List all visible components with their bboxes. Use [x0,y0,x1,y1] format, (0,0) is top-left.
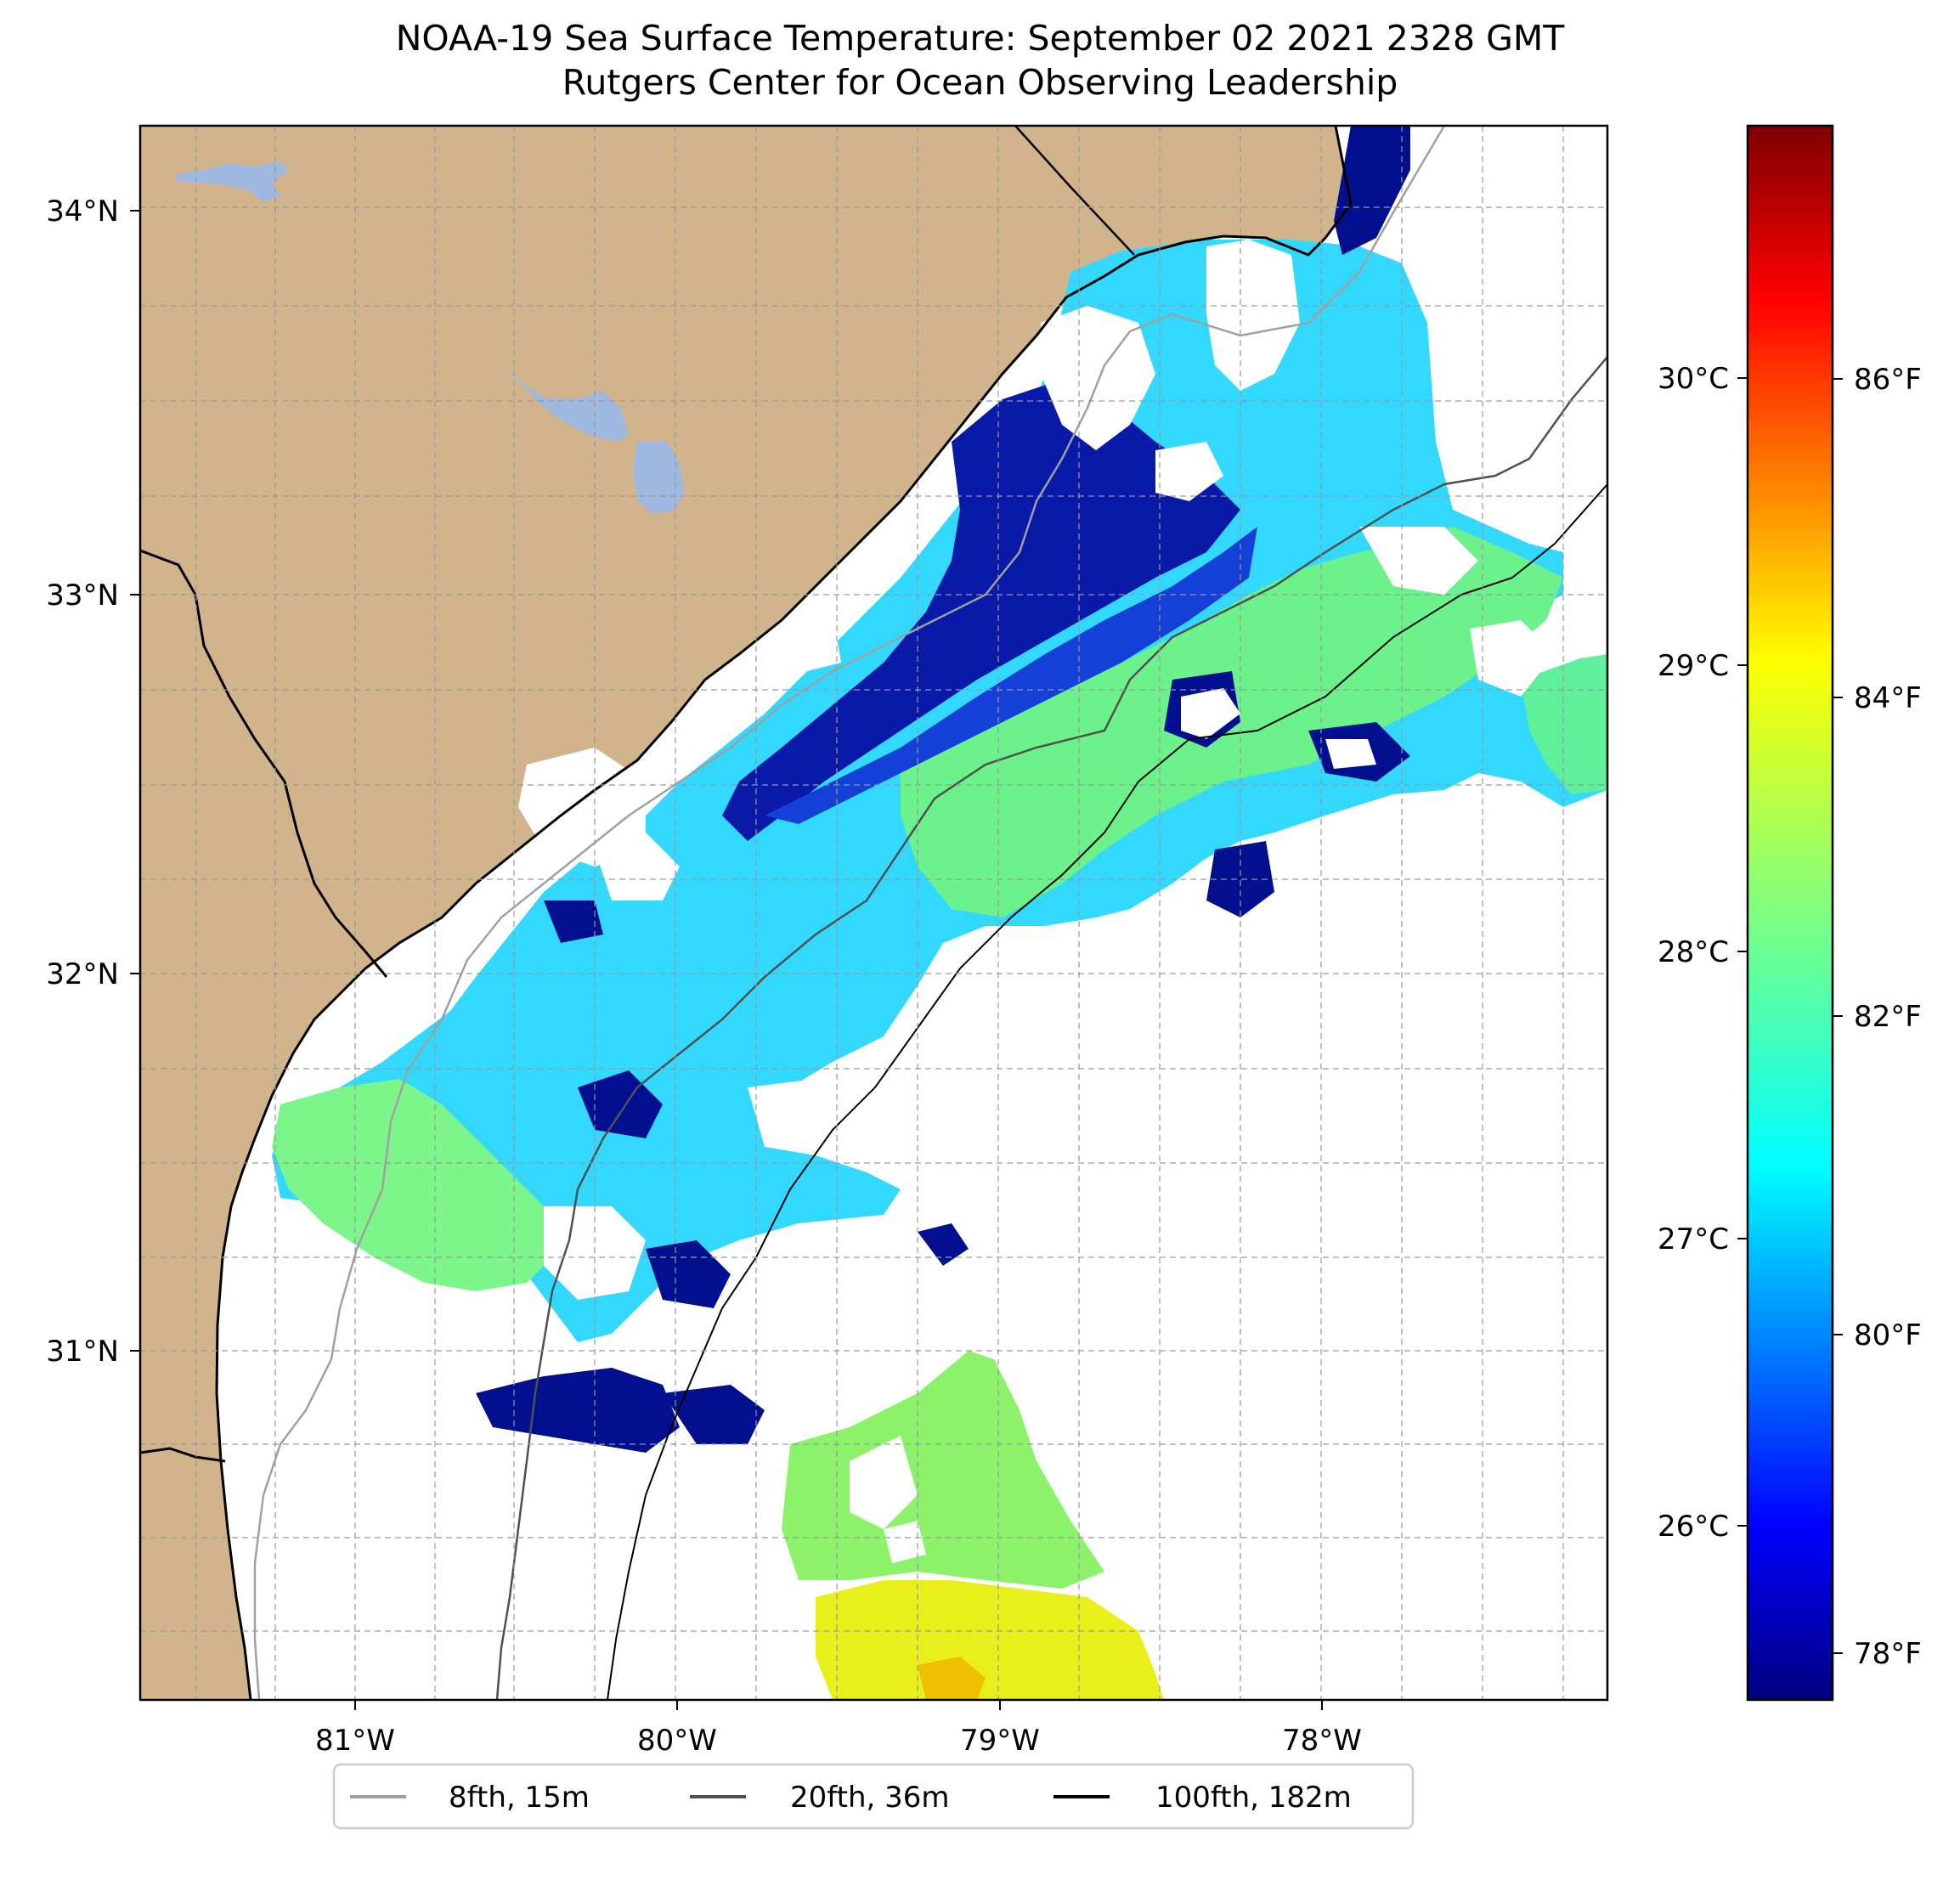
sst-south-hot [918,1657,986,1700]
state-boundaries [140,126,1135,1463]
cloud-gaps [518,240,1555,1563]
colorbar: 30°C 29°C 28°C 27°C 26°C 86°F 84°F 82°F … [1658,124,1922,1702]
lake-moultrie-upper [503,365,629,442]
lon-axis: 81°W 80°W 79°W 78°W [315,1700,1362,1758]
isobath-100fth [607,483,1607,1700]
lat-label: 33°N [46,579,119,613]
sst-north-strip [1334,126,1410,255]
legend-label: 100fth, 182m [1155,1781,1352,1815]
lake-marion [174,161,289,202]
lat-label: 31°N [46,1335,119,1369]
colorbar-fahrenheit-label: 82°F [1854,1000,1922,1034]
legend-label: 20fth, 36m [790,1781,950,1815]
colorbar-fahrenheit-label: 86°F [1854,363,1922,397]
lon-label: 78°W [1282,1724,1362,1758]
chart-subtitle: Rutgers Center for Ocean Observing Leade… [562,62,1398,103]
lat-axis: 34°N 33°N 32°N 31°N [46,195,140,1369]
colorbar-celsius-label: 28°C [1658,935,1729,969]
sst-cold-core-2 [765,527,1257,824]
sst-green-east [1521,654,1607,794]
colorbar-fahrenheit-label: 78°F [1854,1637,1922,1671]
isobath-8fth [253,126,1446,1700]
map-frame [138,124,1609,1702]
isobath-20fth [495,356,1607,1700]
sst-cold-core [722,382,1240,841]
colorbar-celsius-label: 27°C [1658,1222,1729,1256]
legend-label: 8fth, 15m [449,1781,590,1815]
gridlines [140,126,1607,1700]
lon-label: 79°W [960,1724,1040,1758]
colorbar-celsius-label: 26°C [1658,1510,1729,1544]
colorbar-fahrenheit-label: 84°F [1854,681,1922,715]
chart-title: NOAA-19 Sea Surface Temperature: Septemb… [395,18,1565,59]
map-area [140,126,1607,1700]
sst-sw-patch [272,1079,561,1291]
lat-label: 34°N [46,195,119,229]
colorbar-fahrenheit-label: 80°F [1854,1318,1922,1352]
sst-data [272,126,1607,1700]
lat-label: 32°N [46,957,119,991]
sst-south-green [782,1351,1104,1589]
coastline [215,126,1353,1700]
lon-label: 80°W [637,1724,717,1758]
colorbar-celsius-label: 29°C [1658,649,1729,683]
legend: 8fth, 15m 20fth, 36m 100fth, 182m [332,1763,1415,1830]
colorbar-celsius-label: 30°C [1658,362,1729,396]
colorbar-gradient [1746,124,1834,1702]
legend-box [332,1763,1415,1830]
sst-south-warm [816,1580,1164,1700]
lon-label: 81°W [315,1724,395,1758]
land [140,126,1351,1700]
